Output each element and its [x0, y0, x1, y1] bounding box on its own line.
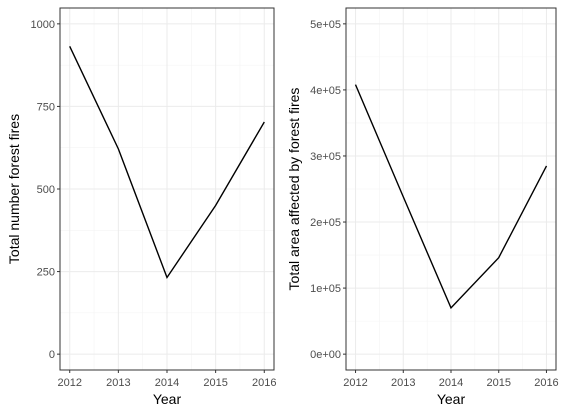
x-axis-title: Year	[153, 391, 182, 407]
y-tick-label: 0	[49, 349, 55, 361]
x-tick-label: 2014	[439, 377, 463, 389]
x-tick-label: 2013	[106, 377, 130, 389]
x-axis-title: Year	[437, 391, 466, 407]
x-tick-label: 2014	[155, 377, 179, 389]
y-tick-label: 2e+05	[310, 217, 341, 229]
y-tick-label: 1000	[31, 19, 55, 31]
forest-fire-area-panel: 0e+00 1e+05 2e+05 3e+05 4e+05 5e+05 2012 2013 20…	[286, 7, 559, 407]
x-tick-label: 2012	[343, 377, 367, 389]
x-tick-label: 2015	[203, 377, 227, 389]
x-tick-label: 2012	[57, 377, 81, 389]
y-tick-label: 750	[37, 101, 55, 113]
x-tick-label: 2016	[252, 377, 276, 389]
y-tick-label: 5e+05	[310, 19, 341, 31]
y-tick-label: 1e+05	[310, 283, 341, 295]
y-tick-label: 0e+00	[310, 349, 341, 361]
y-axis-title: Total number forest fires	[6, 114, 22, 264]
y-tick-label: 4e+05	[310, 85, 341, 97]
y-tick-label: 3e+05	[310, 151, 341, 163]
x-tick-label: 2013	[391, 377, 415, 389]
x-tick-label: 2016	[534, 377, 558, 389]
x-tick-label: 2015	[486, 377, 510, 389]
forest-fire-count-panel: 0 250 500 750 1000 2012 2013 2014 2015 2016 Year To…	[6, 7, 277, 407]
y-axis-title: Total area affected by forest fires	[286, 88, 302, 291]
y-tick-label: 500	[37, 184, 55, 196]
y-tick-label: 250	[37, 267, 55, 279]
series-line	[354, 84, 548, 310]
series-line	[69, 46, 265, 280]
